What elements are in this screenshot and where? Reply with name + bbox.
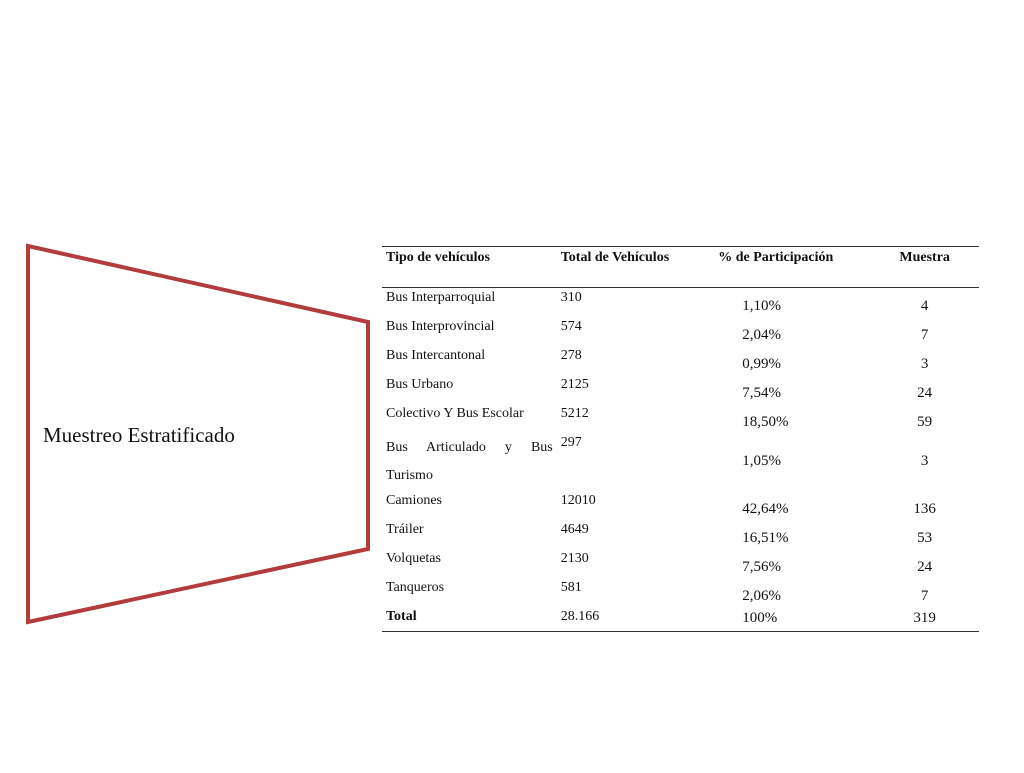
cell-muestra: 59 — [917, 414, 933, 430]
table-header-row: Tipo de vehículos Total de Vehículos % d… — [382, 246, 979, 288]
cell-participacion: 1,05% — [742, 453, 781, 469]
cell-total: 2125 — [560, 377, 589, 392]
cell-participacion: 2,04% — [742, 327, 781, 343]
cell-muestra: 7 — [920, 327, 929, 343]
table-row: Volquetas 2130 7,56% 24 — [382, 549, 979, 578]
cell-tipo: Volquetas — [386, 551, 441, 566]
cell-participacion: 18,50% — [742, 414, 789, 430]
table-row: Bus Interprovincial 574 2,04% 7 — [382, 317, 979, 346]
cell-total: 310 — [560, 290, 582, 305]
cell-tipo: Tráiler — [386, 522, 424, 537]
cell-muestra: 3 — [920, 453, 929, 469]
cell-muestra: 136 — [913, 501, 936, 517]
cell-participacion: 2,06% — [742, 588, 781, 604]
cell-tipo: Colectivo Y Bus Escolar — [386, 406, 524, 421]
table-row: Bus Articulado y Bus Turismo 297 1,05% 3 — [382, 433, 979, 491]
table-row: Colectivo Y Bus Escolar 5212 18,50% 59 — [382, 404, 979, 433]
shape-label: Muestreo Estratificado — [43, 423, 235, 447]
cell-total: 4649 — [560, 522, 589, 537]
header-participacion: % de Participación — [718, 250, 834, 265]
vehicle-table-container: Tipo de vehículos Total de Vehículos % d… — [382, 246, 979, 632]
cell-total: 574 — [560, 319, 582, 334]
cell-muestra: 24 — [917, 559, 933, 575]
cell-total: 2130 — [560, 551, 589, 566]
cell-total: 12010 — [560, 493, 596, 508]
table-total-row: Total 28.166 100% 319 — [382, 607, 979, 632]
cell-total: 278 — [560, 348, 582, 363]
cell-participacion: 7,56% — [742, 559, 781, 575]
cell-muestra: 7 — [920, 588, 929, 604]
cell-tipo: Bus Articulado y Bus Turismo — [386, 440, 553, 483]
cell-muestra: 53 — [917, 530, 933, 546]
cell-muestra: 24 — [917, 385, 933, 401]
trapezoid-border — [26, 243, 370, 625]
vehicle-table: Tipo de vehículos Total de Vehículos % d… — [382, 246, 979, 632]
cell-total: 581 — [560, 580, 582, 595]
cell-tipo: Camiones — [386, 493, 442, 508]
cell-tipo: Bus Intercantonal — [386, 348, 486, 363]
cell-tipo: Bus Interprovincial — [386, 319, 495, 334]
table-row: Tanqueros 581 2,06% 7 — [382, 578, 979, 607]
cell-tipo: Bus Interparroquial — [386, 290, 496, 305]
header-muestra: Muestra — [899, 250, 950, 265]
table-row: Camiones 12010 42,64% 136 — [382, 491, 979, 520]
cell-total: 5212 — [560, 406, 589, 421]
total-vehiculos: 28.166 — [560, 609, 600, 624]
header-tipo: Tipo de vehículos — [386, 250, 490, 265]
table-row: Bus Urbano 2125 7,54% 24 — [382, 375, 979, 404]
cell-total: 297 — [560, 435, 582, 450]
table-row: Bus Interparroquial 310 1,10% 4 — [382, 288, 979, 318]
header-total: Total de Vehículos — [560, 250, 670, 265]
table-row: Bus Intercantonal 278 0,99% 3 — [382, 346, 979, 375]
cell-participacion: 42,64% — [742, 501, 789, 517]
total-muestra: 319 — [913, 610, 936, 626]
cell-tipo: Tanqueros — [386, 580, 445, 595]
cell-muestra: 3 — [920, 356, 929, 372]
cell-participacion: 7,54% — [742, 385, 781, 401]
total-participacion: 100% — [742, 610, 778, 626]
cell-tipo: Bus Urbano — [386, 377, 454, 392]
total-label: Total — [386, 609, 417, 624]
cell-participacion: 1,10% — [742, 298, 781, 314]
cell-muestra: 4 — [920, 298, 929, 314]
cell-participacion: 16,51% — [742, 530, 789, 546]
cell-participacion: 0,99% — [742, 356, 781, 372]
table-row: Tráiler 4649 16,51% 53 — [382, 520, 979, 549]
